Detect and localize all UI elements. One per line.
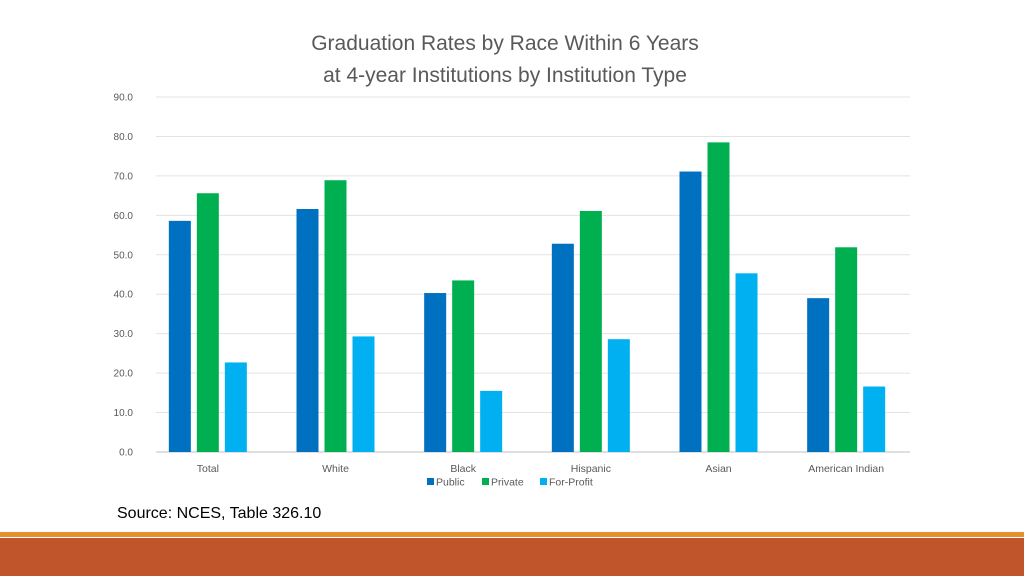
- bar-public-black: [424, 293, 447, 452]
- y-tick-label: 20.0: [114, 369, 134, 380]
- legend-swatch: [427, 478, 434, 485]
- legend-swatch: [482, 478, 489, 485]
- y-tick-label: 90.0: [114, 93, 134, 104]
- legend-label: Private: [491, 477, 524, 489]
- bar-private-american-indian: [835, 247, 858, 452]
- y-tick-label: 0.0: [119, 448, 133, 459]
- y-tick-label: 10.0: [114, 408, 134, 419]
- bar-for-profit-hispanic: [607, 339, 630, 452]
- bar-private-asian: [707, 142, 730, 452]
- bar-public-total: [168, 220, 191, 452]
- bar-for-profit-total: [224, 362, 247, 452]
- bar-for-profit-white: [352, 336, 375, 452]
- footer-bar: [0, 538, 1024, 576]
- bar-public-white: [296, 209, 319, 452]
- x-category-label: Total: [197, 463, 219, 475]
- chart-title-line-2: at 4-year Institutions by Institution Ty…: [323, 64, 687, 87]
- y-tick-label: 50.0: [114, 250, 134, 261]
- bar-private-hispanic: [579, 210, 602, 452]
- y-tick-label: 30.0: [114, 329, 134, 340]
- bar-private-total: [196, 193, 219, 452]
- accent-line: [0, 532, 1024, 537]
- bar-private-white: [324, 180, 347, 452]
- y-tick-label: 60.0: [114, 211, 134, 222]
- y-tick-label: 80.0: [114, 132, 134, 143]
- bar-for-profit-american-indian: [863, 386, 886, 452]
- bar-private-black: [452, 280, 475, 452]
- bar-public-hispanic: [551, 243, 574, 452]
- x-category-label: White: [322, 463, 349, 475]
- bar-for-profit-asian: [735, 273, 758, 452]
- x-category-label: American Indian: [808, 463, 884, 475]
- y-tick-label: 70.0: [114, 171, 134, 182]
- x-category-label: Hispanic: [571, 463, 611, 475]
- legend-swatch: [540, 478, 547, 485]
- source-note: Source: NCES, Table 326.10: [117, 505, 322, 522]
- bar-public-american-indian: [807, 298, 830, 452]
- legend-label: For-Profit: [549, 477, 593, 489]
- legend-label: Public: [436, 477, 465, 489]
- x-category-label: Black: [450, 463, 476, 475]
- chart-title-line-1: Graduation Rates by Race Within 6 Years: [311, 32, 699, 55]
- bar-for-profit-black: [480, 390, 503, 452]
- x-category-label: Asian: [705, 463, 731, 475]
- bar-public-asian: [679, 171, 702, 453]
- bar-chart: 0.0 10.0 20.0 30.0 40.0 50.0 60.0 70.0 80.0 90.0 T…: [114, 93, 910, 489]
- y-tick-label: 40.0: [114, 290, 134, 301]
